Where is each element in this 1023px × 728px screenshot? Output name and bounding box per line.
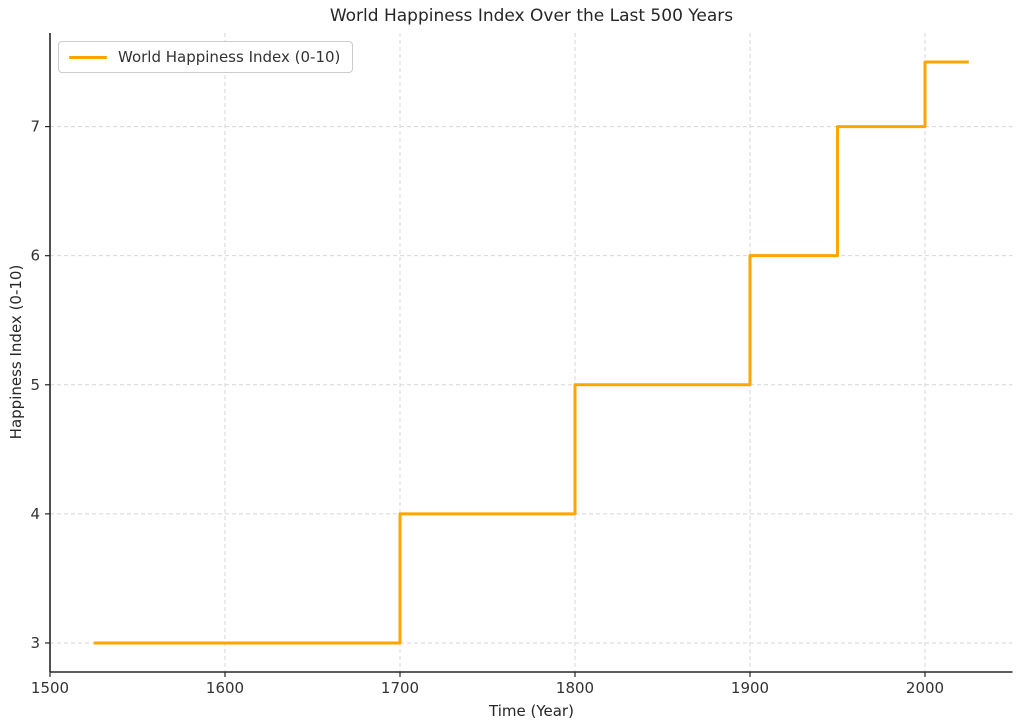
- y-tick-label: 5: [30, 376, 40, 394]
- y-tick-label: 3: [30, 634, 40, 652]
- series-step-line: [93, 60, 969, 645]
- legend: World Happiness Index (0-10): [58, 41, 354, 73]
- x-tick-label: 1900: [731, 679, 769, 697]
- y-tick-label: 4: [30, 505, 40, 523]
- x-tick-label: 1600: [206, 679, 244, 697]
- y-axis-label: Happiness Index (0-10): [7, 264, 25, 440]
- legend-label: World Happiness Index (0-10): [118, 48, 341, 66]
- chart-title: World Happiness Index Over the Last 500 …: [329, 6, 734, 26]
- x-tick-label: 2000: [906, 679, 944, 697]
- x-axis-label: Time (Year): [489, 702, 574, 720]
- y-tick-label: 6: [30, 247, 40, 265]
- x-tick-label: 1800: [556, 679, 594, 697]
- x-tick-label: 1500: [31, 679, 69, 697]
- legend-line-swatch: [69, 55, 107, 59]
- x-tick-label: 1700: [381, 679, 419, 697]
- y-tick-label: 7: [30, 118, 40, 136]
